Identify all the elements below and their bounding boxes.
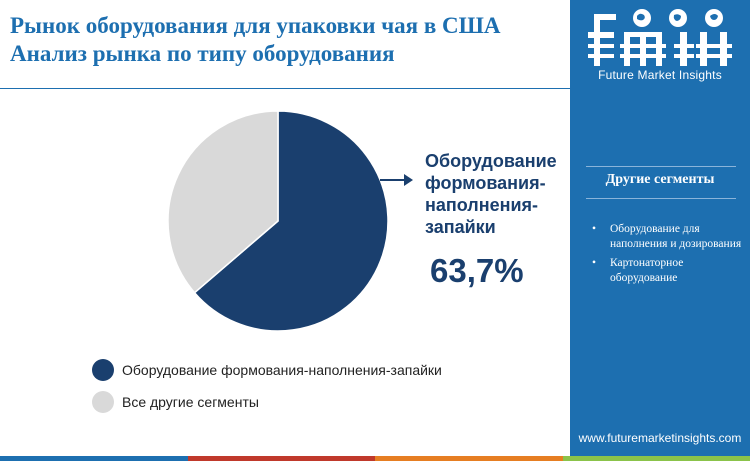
legend-swatch [92,359,114,381]
fmi-logo [588,9,732,66]
other-segments-list: Оборудование для наполнения и дозировани… [592,222,742,290]
website-link[interactable]: www.futuremarketinsights.com [578,431,742,445]
legend-item: Все другие сегменты [92,390,442,414]
pie-slice-other-segments [167,110,279,294]
highlight-label-line: запайки [425,217,496,237]
bottom-color-bar [0,456,750,461]
list-item: Оборудование для наполнения и дозировани… [592,222,742,252]
bottom-bar-segment [375,456,563,461]
legend-item: Оборудование формования-наполнения-запай… [92,358,442,382]
list-item: Картонаторное оборудование [592,256,742,286]
highlight-label: Оборудование формования- наполнения- зап… [425,150,570,238]
sidebar-divider [586,166,736,167]
legend-label: Все другие сегменты [122,394,259,410]
sidebar: Future Market Insights Другие сегменты О… [570,0,750,461]
page-title: Рынок оборудования для упаковки чая в СШ… [10,12,570,68]
highlight-label-line: формования- [425,173,546,193]
callout-arrow-icon [380,174,413,186]
legend-swatch [92,391,114,413]
sidebar-divider [586,198,736,199]
logo-subtitle: Future Market Insights [598,68,722,82]
pie-chart [167,110,389,332]
legend-label: Оборудование формования-наполнения-запай… [122,362,442,378]
bottom-bar-segment [0,456,188,461]
sidebar-heading: Другие сегменты [605,172,715,187]
bottom-bar-segment [562,456,750,461]
chart-legend: Оборудование формования-наполнения-запай… [92,358,442,422]
highlight-label-line: наполнения- [425,195,539,215]
title-line-2: Анализ рынка по типу оборудования [10,41,395,66]
title-line-1: Рынок оборудования для упаковки чая в СШ… [10,13,501,38]
bottom-bar-segment [187,456,375,461]
pie-slice-form-fill-seal [193,110,389,332]
highlight-value: 63,7% [430,252,524,289]
title-divider [0,88,570,89]
highlight-label-line: Оборудование [425,151,557,171]
